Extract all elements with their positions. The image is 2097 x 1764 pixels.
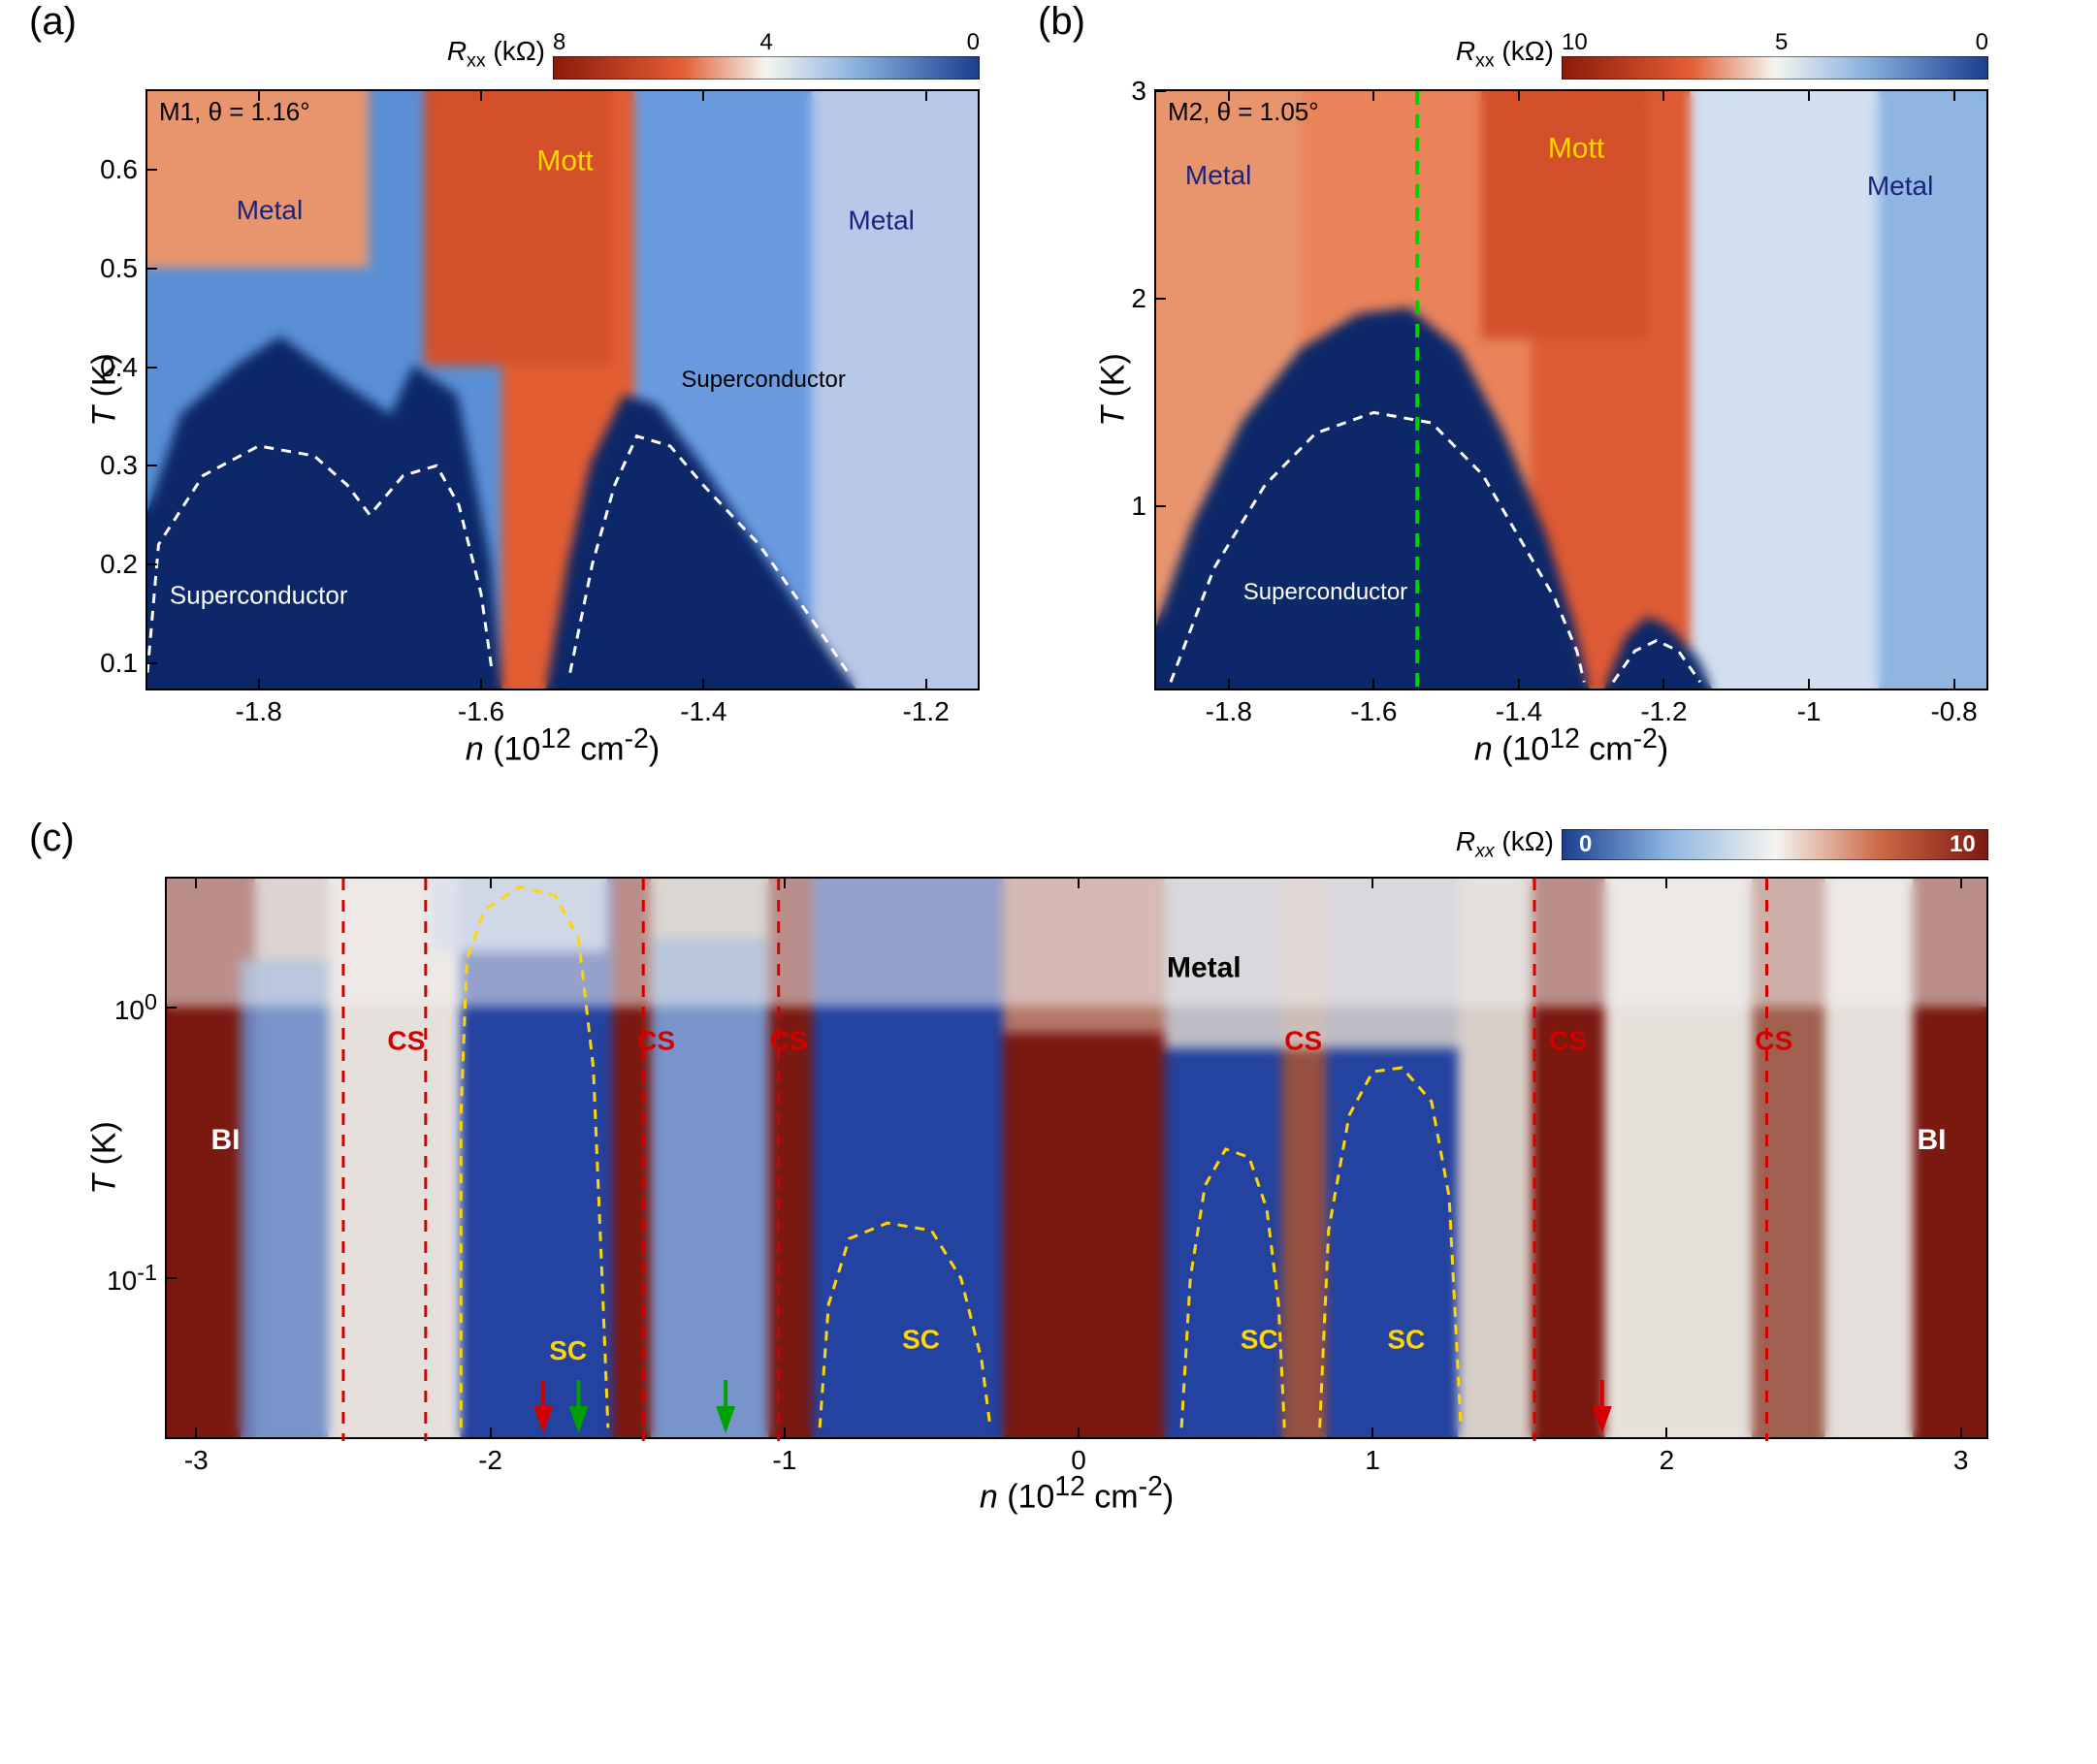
panel-c-cb-label: Rxx (kΩ)	[1456, 826, 1554, 863]
panel-a-colorbar: Rxx (kΩ) 8 4 0	[39, 29, 1009, 80]
cb-b-tick-2: 0	[1976, 29, 1988, 56]
panel-c-axes: BIBICSCSCSCSCSCSMetalSCSCSCSC -3-2-10123…	[165, 877, 1988, 1439]
panel-b-xlabel: n (1012 cm-2)	[1474, 723, 1668, 768]
cb-a-tick-1: 4	[759, 29, 772, 56]
panel-c-ylabel: T (K)	[85, 1121, 123, 1195]
cb-b-tick-1: 5	[1775, 29, 1788, 56]
cb-c-tick-1: 10	[1950, 831, 1976, 857]
panel-b: (b) Rxx (kΩ) 10 5 0	[1048, 29, 2017, 787]
panel-b-letter: (b)	[1038, 0, 1085, 44]
panel-b-canvas	[1156, 91, 1986, 689]
panel-a: (a) Rxx (kΩ) 8 4 0	[39, 29, 1009, 787]
colorbar-c-svg: 0 10	[1562, 829, 1988, 860]
panel-b-colorbar: Rxx (kΩ) 10 5 0	[1048, 29, 2017, 80]
cb-b-tick-0: 10	[1562, 29, 1588, 56]
panel-b-plot: M2, θ = 1.05°MetalMottMetalSuperconducto…	[1154, 89, 1988, 690]
panel-c: (c) Rxx (kΩ) 0 10	[39, 826, 2017, 1439]
colorbar-a-svg	[553, 56, 980, 80]
panel-a-letter: (a)	[29, 0, 77, 44]
cb-c-tick-0: 0	[1579, 831, 1592, 857]
panel-c-plot: BIBICSCSCSCSCSCSMetalSCSCSCSC -3-2-10123…	[165, 877, 1988, 1439]
panel-a-ylabel: T (K)	[85, 353, 123, 427]
colorbar-a-wrap: 8 4 0	[553, 29, 980, 80]
row-top: (a) Rxx (kΩ) 8 4 0	[39, 29, 2058, 787]
colorbar-b-svg	[1562, 56, 1988, 80]
panel-c-canvas	[167, 879, 1986, 1437]
panel-c-colorbar: Rxx (kΩ) 0 10	[39, 826, 2017, 863]
panel-a-plot: M1, θ = 1.16°MetalMottMetalSuperconducto…	[145, 89, 980, 690]
panel-c-letter: (c)	[29, 817, 75, 860]
panel-a-canvas	[147, 91, 978, 689]
figure: (a) Rxx (kΩ) 8 4 0	[0, 0, 2097, 1565]
colorbar-c-wrap: 0 10	[1562, 829, 1988, 860]
panel-b-ylabel: T (K)	[1094, 353, 1132, 427]
colorbar-b-wrap: 10 5 0	[1562, 29, 1988, 80]
panel-a-axes: M1, θ = 1.16°MetalMottMetalSuperconducto…	[145, 89, 980, 690]
panel-b-cb-label: Rxx (kΩ)	[1456, 36, 1554, 73]
panel-a-xlabel: n (1012 cm-2)	[466, 723, 660, 768]
cb-a-tick-2: 0	[967, 29, 980, 56]
panel-b-axes: M2, θ = 1.05°MetalMottMetalSuperconducto…	[1154, 89, 1988, 690]
cb-a-tick-0: 8	[553, 29, 565, 56]
panel-a-cb-label: Rxx (kΩ)	[447, 36, 545, 73]
panel-c-xlabel: n (1012 cm-2)	[980, 1471, 1174, 1516]
